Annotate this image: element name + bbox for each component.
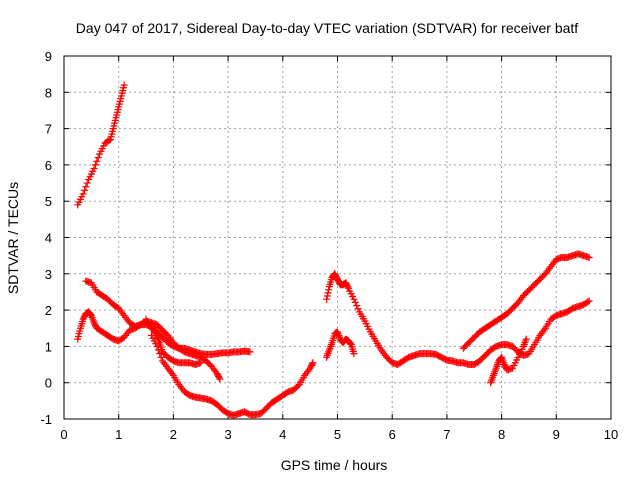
- data-point-marker: [93, 157, 101, 165]
- series-arc-4: [142, 315, 205, 369]
- data-point-marker: [105, 136, 113, 144]
- data-point-marker: [197, 359, 205, 367]
- series-arc-1: [74, 81, 128, 209]
- data-markers: [74, 81, 593, 419]
- series-arc-5: [148, 332, 317, 419]
- series-arc-9: [487, 335, 530, 387]
- series-arc-6: [323, 270, 593, 369]
- y-tick-label: 7: [45, 122, 52, 137]
- data-point-marker: [154, 346, 162, 354]
- x-axis-label: GPS time / hours: [281, 457, 388, 473]
- x-tick-labels: 0 1 2 3 4 5 6 7 8 9 10: [60, 427, 618, 442]
- series-arc-3: [74, 308, 224, 383]
- series-arc-7: [323, 328, 358, 361]
- data-point-marker: [120, 81, 128, 89]
- data-point-marker: [215, 374, 223, 382]
- data-point-marker: [344, 283, 352, 291]
- y-tick-label: 3: [45, 267, 52, 282]
- data-point-marker: [216, 375, 224, 383]
- data-point-marker: [294, 382, 302, 390]
- y-tick-label: 0: [45, 376, 52, 391]
- series-arc-8: [459, 250, 593, 352]
- data-point-marker: [157, 353, 165, 361]
- data-point-marker: [82, 183, 90, 191]
- data-point-marker: [584, 298, 592, 306]
- y-tick-labels: -1 0 1 2 3 4 5 6 7 8 9: [40, 49, 52, 427]
- y-tick-label: 5: [45, 194, 52, 209]
- y-tick-label: 4: [45, 231, 52, 246]
- x-tick-label: 3: [224, 427, 231, 442]
- data-point-marker: [309, 359, 317, 367]
- x-tick-label: 4: [279, 427, 286, 442]
- y-tick-label: 8: [45, 85, 52, 100]
- data-point-marker: [346, 340, 354, 348]
- chart-title: Day 047 of 2017, Sidereal Day-to-day VTE…: [76, 20, 579, 36]
- data-point-marker: [156, 350, 164, 358]
- data-point-marker: [246, 348, 254, 356]
- data-point-marker: [308, 360, 316, 368]
- axis-ticks: [63, 55, 612, 420]
- data-point-marker: [323, 292, 331, 300]
- data-point-marker: [521, 339, 529, 347]
- y-tick-label: 1: [45, 339, 52, 354]
- x-tick-label: 2: [170, 427, 177, 442]
- data-point-marker: [91, 161, 99, 169]
- data-point-marker: [79, 190, 87, 198]
- data-point-marker: [522, 335, 530, 343]
- data-point-marker: [323, 295, 331, 303]
- data-point-marker: [585, 253, 593, 261]
- x-tick-label: 1: [115, 427, 122, 442]
- x-tick-label: 5: [334, 427, 341, 442]
- x-tick-label: 6: [389, 427, 396, 442]
- y-tick-label: 2: [45, 303, 52, 318]
- grid-lines: [64, 56, 611, 419]
- data-point-marker: [94, 154, 102, 162]
- data-point-marker: [354, 305, 362, 313]
- data-point-marker: [324, 289, 332, 297]
- data-point-marker: [325, 286, 333, 294]
- x-tick-label: 9: [553, 427, 560, 442]
- data-point-marker: [585, 297, 593, 305]
- y-tick-label: 6: [45, 158, 52, 173]
- x-tick-label: 7: [443, 427, 450, 442]
- data-point-marker: [350, 350, 358, 358]
- y-tick-label: -1: [40, 412, 52, 427]
- y-tick-label: 9: [45, 49, 52, 64]
- data-point-marker: [83, 179, 91, 187]
- x-tick-label: 8: [498, 427, 505, 442]
- data-point-marker: [153, 342, 161, 350]
- data-point-marker: [353, 302, 361, 310]
- data-point-marker: [350, 295, 358, 303]
- data-point-marker: [90, 165, 98, 173]
- x-tick-label: 0: [60, 427, 67, 442]
- data-point-marker: [81, 186, 89, 194]
- x-tick-label: 10: [604, 427, 618, 442]
- y-axis-label: SDTVAR / TECUs: [5, 182, 21, 294]
- data-point-marker: [351, 298, 359, 306]
